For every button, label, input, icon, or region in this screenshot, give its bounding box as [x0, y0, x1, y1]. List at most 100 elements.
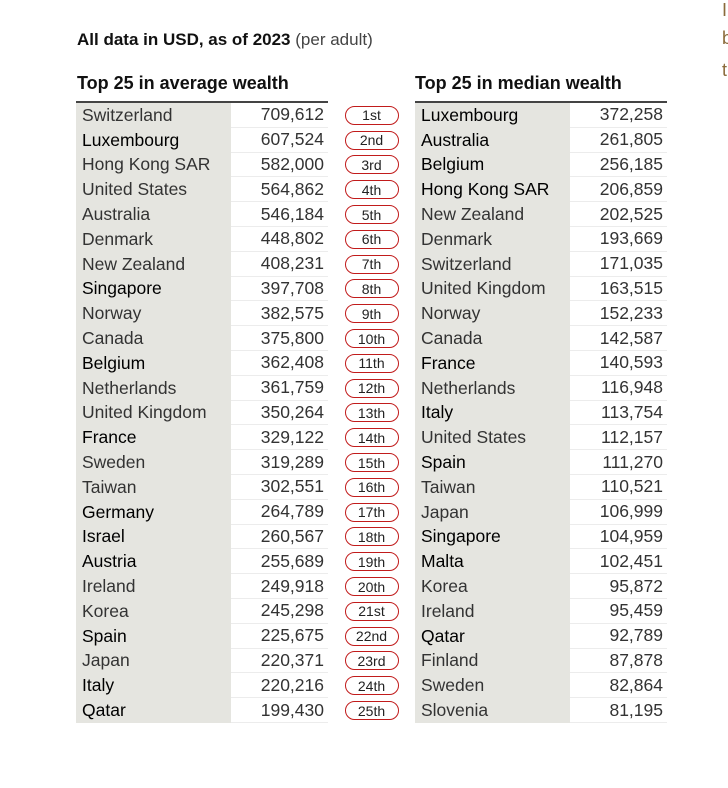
edge-glyph: I — [722, 0, 728, 20]
wealth-value-cell: 104,959 — [570, 525, 667, 550]
rank-row: 20th — [343, 574, 400, 599]
rank-row: 22nd — [343, 624, 400, 649]
rank-badge: 7th — [344, 254, 399, 274]
wealth-value-cell: 249,918 — [231, 574, 328, 599]
median-wealth-table: Luxembourg 372,258 Australia 261,805 Belgium… — [415, 101, 667, 723]
rank-badge: 2nd — [344, 130, 399, 150]
table-row: Qatar 199,430 — [76, 698, 328, 723]
rank-badge: 1st — [344, 105, 399, 125]
country-cell: Qatar — [76, 698, 231, 723]
wealth-value-cell: 81,195 — [570, 698, 667, 723]
wealth-value-cell: 709,612 — [231, 103, 328, 128]
wealth-value-cell: 110,521 — [570, 475, 667, 500]
wealth-value-cell: 220,216 — [231, 673, 328, 699]
country-cell: Israel — [76, 524, 231, 550]
rank-badge: 6th — [344, 229, 399, 249]
table-row: Spain 225,675 — [76, 623, 328, 649]
table-row: Ireland 249,918 — [76, 574, 328, 599]
wealth-value-cell: 350,264 — [231, 401, 328, 426]
wealth-value-cell: 361,759 — [231, 376, 328, 401]
table-row: Germany 264,789 — [76, 499, 328, 525]
rank-row: 5th — [343, 202, 400, 227]
edge-glyph: t — [722, 60, 728, 80]
rank-badge: 23rd — [344, 651, 399, 671]
country-cell: Hong Kong SAR — [415, 177, 570, 203]
rank-row: 25th — [343, 698, 400, 723]
wealth-value-cell: 448,802 — [231, 227, 328, 252]
wealth-value-cell: 202,525 — [570, 202, 667, 227]
wealth-value-cell: 220,371 — [231, 649, 328, 674]
country-cell: Italy — [76, 673, 231, 699]
rank-row: 15th — [343, 450, 400, 475]
country-cell: Denmark — [76, 226, 231, 252]
country-cell: United Kingdom — [76, 400, 231, 426]
table-row: Australia 261,805 — [415, 127, 667, 153]
wealth-value-cell: 163,515 — [570, 277, 667, 302]
wealth-value-cell: 408,231 — [231, 252, 328, 277]
country-cell: Austria — [76, 549, 231, 575]
table-row: New Zealand 202,525 — [415, 202, 667, 227]
wealth-value-cell: 260,567 — [231, 525, 328, 550]
table-row: Norway 152,233 — [415, 301, 667, 327]
wealth-value-cell: 329,122 — [231, 425, 328, 451]
table-row: Japan 106,999 — [415, 499, 667, 525]
wealth-value-cell: 546,184 — [231, 202, 328, 227]
country-cell: Singapore — [76, 276, 231, 302]
rank-row: 13th — [343, 401, 400, 426]
wealth-value-cell: 152,233 — [570, 301, 667, 327]
rank-badge: 8th — [344, 279, 399, 299]
rank-row: 2nd — [343, 128, 400, 153]
table-row: Singapore 397,708 — [76, 276, 328, 302]
table-row: Ireland 95,459 — [415, 598, 667, 624]
country-cell: United States — [415, 425, 570, 451]
rank-badge: 19th — [344, 552, 399, 572]
rank-badge: 4th — [344, 180, 399, 200]
median-wealth-heading: Top 25 in median wealth — [415, 73, 622, 93]
wealth-value-cell: 142,587 — [570, 326, 667, 351]
table-row: Denmark 193,669 — [415, 226, 667, 252]
table-row: United Kingdom 163,515 — [415, 276, 667, 302]
country-cell: Switzerland — [76, 103, 231, 128]
country-cell: Netherlands — [415, 375, 570, 401]
table-row: Canada 142,587 — [415, 326, 667, 351]
wealth-value-cell: 255,689 — [231, 549, 328, 575]
rank-badge: 17th — [344, 502, 399, 522]
country-cell: New Zealand — [76, 251, 231, 277]
wealth-value-cell: 102,451 — [570, 549, 667, 575]
country-cell: Japan — [76, 648, 231, 674]
table-row: Taiwan 302,551 — [76, 474, 328, 500]
wealth-value-cell: 264,789 — [231, 500, 328, 525]
rank-badge: 16th — [344, 477, 399, 497]
country-cell: Spain — [76, 623, 231, 649]
wealth-value-cell: 95,459 — [570, 599, 667, 624]
table-row: Switzerland 171,035 — [415, 251, 667, 277]
country-cell: Netherlands — [76, 375, 231, 401]
country-cell: Sweden — [76, 450, 231, 475]
rank-row: 24th — [343, 673, 400, 698]
country-cell: Hong Kong SAR — [76, 152, 231, 178]
rank-row: 10th — [343, 326, 400, 351]
country-cell: Norway — [415, 301, 570, 327]
table-row: Finland 87,878 — [415, 648, 667, 674]
table-row: Italy 220,216 — [76, 673, 328, 699]
table-row: Korea 95,872 — [415, 574, 667, 599]
country-cell: New Zealand — [415, 202, 570, 227]
table-row: Hong Kong SAR 206,859 — [415, 177, 667, 203]
country-cell: Malta — [415, 549, 570, 575]
country-cell: Singapore — [415, 524, 570, 550]
wealth-value-cell: 225,675 — [231, 624, 328, 649]
rank-row: 16th — [343, 475, 400, 500]
rank-badge: 9th — [344, 304, 399, 324]
country-cell: Japan — [415, 499, 570, 525]
rank-row: 12th — [343, 376, 400, 401]
rank-row: 14th — [343, 425, 400, 450]
rank-badge: 5th — [344, 205, 399, 225]
table-row: Luxembourg 372,258 — [415, 103, 667, 128]
table-row: Malta 102,451 — [415, 549, 667, 575]
country-cell: Sweden — [415, 673, 570, 699]
average-wealth-heading: Top 25 in average wealth — [77, 73, 289, 93]
table-row: Slovenia 81,195 — [415, 698, 667, 723]
table-row: Hong Kong SAR 582,000 — [76, 152, 328, 178]
country-cell: Germany — [76, 499, 231, 525]
table-row: Belgium 362,408 — [76, 350, 328, 376]
